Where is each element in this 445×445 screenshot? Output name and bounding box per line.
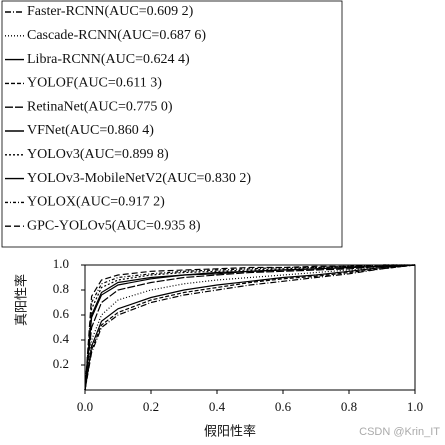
y-tick-label: 1.0 [53, 256, 69, 271]
y-tick-label: 0.8 [53, 281, 69, 296]
y-axis-label: 真阳性率 [14, 274, 30, 326]
legend-box [1, 0, 343, 248]
y-tick-label: 0.6 [53, 306, 70, 321]
legend-label: YOLOX(AUC=0.917 2) [27, 195, 165, 210]
watermark: CSDN @Krin_IT [359, 426, 440, 438]
legend-label: RetinaNet(AUC=0.775 0) [27, 99, 173, 114]
roc-curve [84, 264, 416, 391]
y-tick-label: 0.4 [53, 331, 70, 346]
legend-label: Faster-RCNN(AUC=0.609 2) [27, 4, 194, 19]
roc-curve [84, 264, 416, 391]
x-tick-label: 0.8 [341, 399, 357, 414]
legend-label: YOLOF(AUC=0.611 3) [27, 76, 162, 91]
roc-curve [84, 264, 416, 391]
x-tick-label: 0.6 [275, 399, 292, 414]
legend-label: Libra-RCNN(AUC=0.624 4) [27, 52, 190, 67]
roc-curve [84, 264, 415, 391]
roc-curve [84, 264, 416, 391]
legend-label: YOLOv3(AUC=0.899 8) [27, 147, 169, 162]
x-tick-label: 0.0 [77, 399, 93, 414]
x-tick-label: 0.4 [209, 399, 226, 414]
x-tick-label: 1.0 [407, 399, 423, 414]
y-tick-label: 0.2 [53, 356, 69, 371]
roc-curve [84, 264, 416, 391]
legend-label: GPC-YOLOv5(AUC=0.935 8) [27, 218, 201, 233]
roc-curve [84, 264, 416, 391]
roc-curve [84, 264, 416, 391]
legend-label: VFNet(AUC=0.860 4) [27, 123, 154, 138]
plot-frame [84, 264, 416, 391]
x-axis-label: 假阳性率 [204, 424, 256, 440]
legend-label: YOLOv3-MobileNetV2(AUC=0.830 2) [27, 171, 251, 186]
x-tick-label: 0.2 [143, 399, 159, 414]
legend-label: Cascade-RCNN(AUC=0.687 6) [27, 28, 206, 43]
